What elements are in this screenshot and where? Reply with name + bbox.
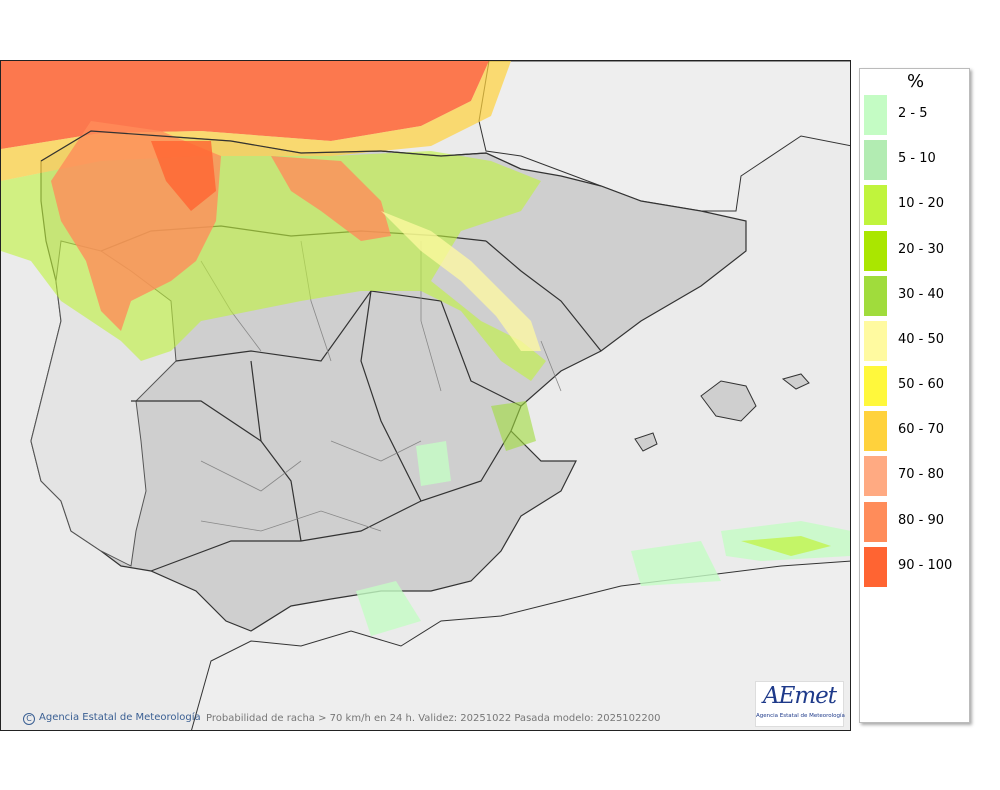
legend-label: 30 - 40 [898,287,945,302]
legend-label: 2 - 5 [898,106,928,121]
legend-label: 50 - 60 [898,377,945,392]
legend-item: 50 - 60 [864,366,969,406]
legend-item: 70 - 80 [864,456,969,496]
copyright-icon: C [23,713,35,725]
legend-label: 5 - 10 [898,151,936,166]
ibiza-island [634,432,658,452]
legend-swatch [864,411,887,451]
legend-item: 40 - 50 [864,321,969,361]
legend-swatch [864,95,887,135]
aemet-logo-word-a: AE [762,683,795,709]
aemet-logo-word: AEmet [756,683,843,709]
legend-item: 2 - 5 [864,95,969,135]
agency-credit: C Agencia Estatal de Meteorología [23,712,201,725]
legend-swatch [864,321,887,361]
agency-credit-text: Agencia Estatal de Meteorología [39,712,201,723]
menorca-island [781,373,810,390]
legend-swatch [864,502,887,542]
legend-item: 30 - 40 [864,276,969,316]
probability-overlay [1,61,850,636]
legend-swatch [864,140,887,180]
legend-item: 5 - 10 [864,140,969,180]
mallorca-island [700,380,757,422]
legend-swatch [864,185,887,225]
aemet-logo-subtitle: Agencia Estatal de Meteorología [756,713,845,719]
legend-label: 60 - 70 [898,422,945,437]
aemet-logo-word-b: met [794,683,837,709]
legend-item: 60 - 70 [864,411,969,451]
legend-item: 80 - 90 [864,502,969,542]
legend-swatch [864,366,887,406]
legend-label: 90 - 100 [898,558,953,573]
map-canvas [1,61,850,730]
legend-swatch [864,547,887,587]
legend-swatch [864,276,887,316]
coastline [40,130,522,170]
legend-label: 80 - 90 [898,513,945,528]
legend-label: 20 - 30 [898,242,945,257]
aemet-logo: AEmet Agencia Estatal de Meteorología [755,681,845,727]
forecast-map: C Agencia Estatal de Meteorología Probabi… [0,60,851,731]
legend-swatch [864,456,887,496]
legend-unit: % [906,71,925,92]
map-caption: Probabilidad de racha > 70 km/h en 24 h.… [206,713,661,724]
legend-item: 20 - 30 [864,231,969,271]
legend-panel: % 2 - 5 5 - 10 10 - 20 20 - 30 30 - 40 4… [859,68,970,723]
legend-label: 40 - 50 [898,332,945,347]
legend-item: 90 - 100 [864,547,969,587]
legend-item: 10 - 20 [864,185,969,225]
legend-label: 10 - 20 [898,196,945,211]
legend-swatch [864,231,887,271]
legend-label: 70 - 80 [898,467,945,482]
africa-land [191,560,850,730]
